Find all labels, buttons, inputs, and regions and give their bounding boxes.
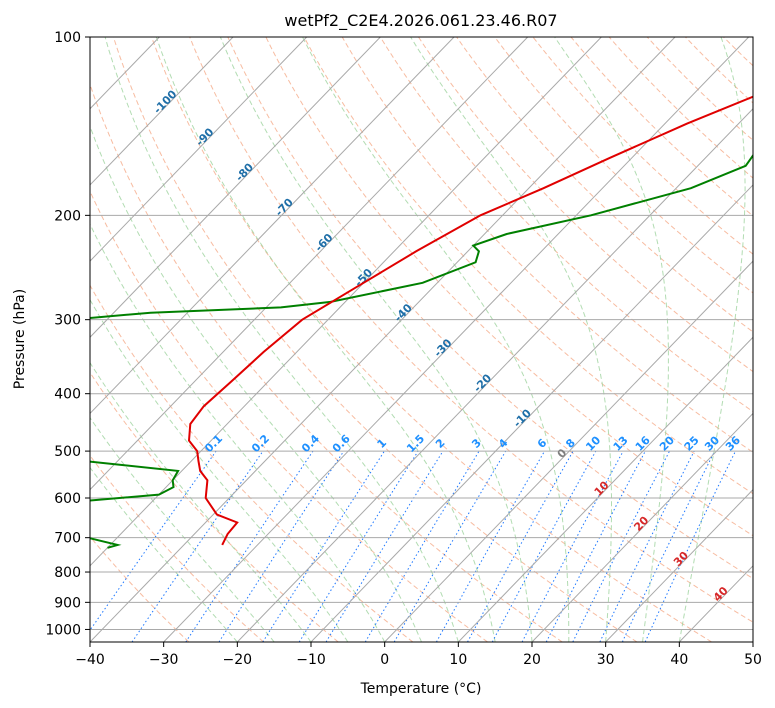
isotherm-line [384, 260, 753, 642]
mixing-ratio-line [325, 450, 444, 642]
moist-adiabat [155, 37, 496, 642]
dry-adiabat [227, 37, 753, 580]
y-axis: 100 200 300 400 500 600 700 800 900 1000 [45, 30, 90, 638]
isotherm-line [605, 488, 753, 642]
x-tick-label: 10 [449, 652, 467, 668]
profile-lines [90, 95, 753, 549]
y-tick-label: 200 [54, 208, 81, 224]
moist-adiabat [90, 416, 275, 642]
isotherm-line [90, 37, 234, 186]
y-tick-label: 1000 [45, 622, 81, 638]
moist-adiabat [90, 466, 238, 642]
dry-adiabat [379, 37, 753, 413]
y-tick-label: 600 [54, 491, 81, 507]
isotherm-line [90, 37, 602, 567]
dry-adiabat [646, 37, 753, 141]
mixing-ratio-line [467, 450, 574, 642]
y-tick-label: 700 [54, 531, 81, 547]
x-tick-label: 50 [744, 652, 762, 668]
moist-adiabat [90, 298, 349, 642]
dry-adiabat [456, 37, 753, 333]
y-tick-label: 100 [54, 30, 81, 46]
x-axis: −40 −30 −20 −10 0 10 20 30 40 50 [75, 642, 762, 668]
isotherm-lines [90, 37, 753, 642]
mixing-ratio-line [599, 450, 695, 642]
moist-adiabat [678, 37, 746, 642]
dry-adiabat [90, 454, 264, 642]
x-tick-label: 20 [523, 652, 541, 668]
mixing-ratio-line [90, 450, 217, 632]
mixing-ratio-line [572, 450, 670, 642]
y-tick-label: 900 [54, 595, 81, 611]
dry-adiabats [90, 37, 753, 642]
mixing-ratio-line [131, 450, 264, 642]
isotherm-line [310, 184, 753, 642]
x-tick-label: 0 [380, 652, 389, 668]
moist-adiabat [554, 37, 669, 642]
temperature-line [187, 95, 753, 546]
dry-adiabat [189, 37, 753, 623]
mixing-ratio-line [185, 450, 314, 642]
dry-adiabat [90, 535, 190, 642]
moist-adiabat [90, 361, 312, 642]
y-tick-label: 300 [54, 313, 81, 329]
dry-adiabat [494, 37, 753, 294]
x-tick-label: −10 [296, 652, 326, 668]
isotherm-line [90, 37, 529, 491]
isotherm-line [457, 336, 753, 642]
isotherm-line [90, 37, 308, 262]
isotherm-line [90, 37, 676, 642]
moist-adiabat [90, 223, 386, 642]
dry-adiabat [90, 190, 488, 642]
mixing-ratio-line [218, 450, 345, 642]
dry-adiabat [90, 284, 414, 642]
dry-adiabat [112, 37, 638, 642]
dry-adiabat [265, 37, 753, 537]
dry-adiabat [151, 37, 712, 642]
mixing-ratio-line [521, 450, 624, 642]
chart-title: wetPf2_C2E4.2026.061.23.46.R07 [284, 11, 557, 31]
dry-adiabat [570, 37, 753, 217]
isobar-lines [90, 37, 753, 630]
isotherm-line [236, 108, 753, 642]
dry-adiabat [303, 37, 753, 495]
isotherm-line [90, 37, 381, 338]
x-tick-label: 30 [597, 652, 615, 668]
plot-frame [89, 36, 754, 643]
x-tick-label: −40 [75, 652, 105, 668]
dewpoint-line [90, 153, 753, 549]
moist-adiabat [302, 37, 570, 642]
moist-adiabat [90, 125, 422, 642]
moist-adiabat [410, 37, 612, 642]
mixing-ratio-line [262, 450, 385, 642]
y-tick-label: 400 [54, 387, 81, 403]
dry-adiabat [90, 82, 563, 642]
isotherm-line [531, 412, 753, 642]
isotherm-line [163, 37, 750, 642]
isotherm-line [90, 37, 455, 415]
y-axis-label: Pressure (hPa) [12, 289, 28, 389]
x-tick-label: −20 [223, 652, 253, 668]
moist-adiabat [219, 37, 533, 642]
x-axis-label: Temperature (°C) [360, 681, 482, 697]
y-tick-label: 800 [54, 565, 81, 581]
y-tick-label: 500 [54, 444, 81, 460]
mixing-ratio-line [435, 450, 546, 642]
moist-adiabat [104, 37, 459, 642]
x-tick-label: −30 [149, 652, 179, 668]
x-tick-label: 40 [670, 652, 688, 668]
moist-adiabats [90, 37, 746, 642]
